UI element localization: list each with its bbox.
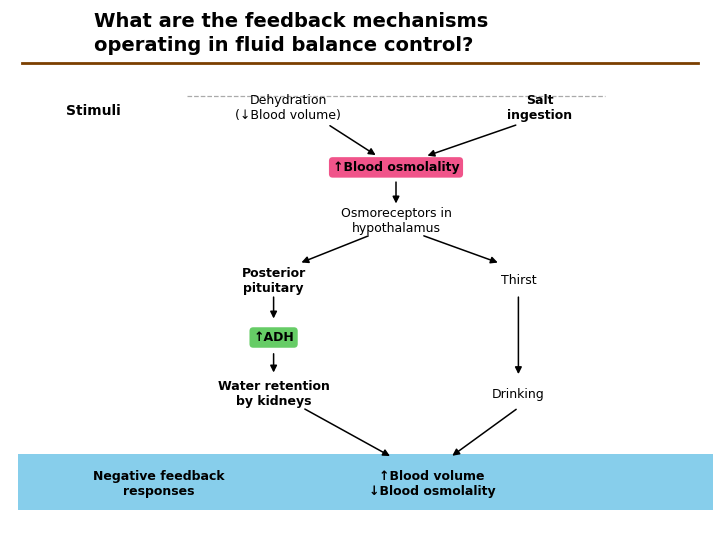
Text: ↑Blood osmolality: ↑Blood osmolality [333,161,459,174]
FancyBboxPatch shape [18,454,713,510]
Text: Drinking: Drinking [492,388,545,401]
Text: Water retention
by kidneys: Water retention by kidneys [217,380,330,408]
Text: Negative feedback
responses: Negative feedback responses [93,470,224,498]
Text: Osmoreceptors in
hypothalamus: Osmoreceptors in hypothalamus [341,207,451,235]
Text: operating in fluid balance control?: operating in fluid balance control? [94,36,473,56]
Text: What are the feedback mechanisms: What are the feedback mechanisms [94,12,488,31]
Text: ↑Blood volume
↓Blood osmolality: ↑Blood volume ↓Blood osmolality [369,470,495,498]
Text: Posterior
pituitary: Posterior pituitary [241,267,306,295]
Text: ↑ADH: ↑ADH [253,331,294,344]
Text: Salt
ingestion: Salt ingestion [508,94,572,122]
Text: Thirst: Thirst [500,274,536,287]
Text: Dehydration
(↓Blood volume): Dehydration (↓Blood volume) [235,94,341,122]
Text: Stimuli: Stimuli [66,104,121,118]
